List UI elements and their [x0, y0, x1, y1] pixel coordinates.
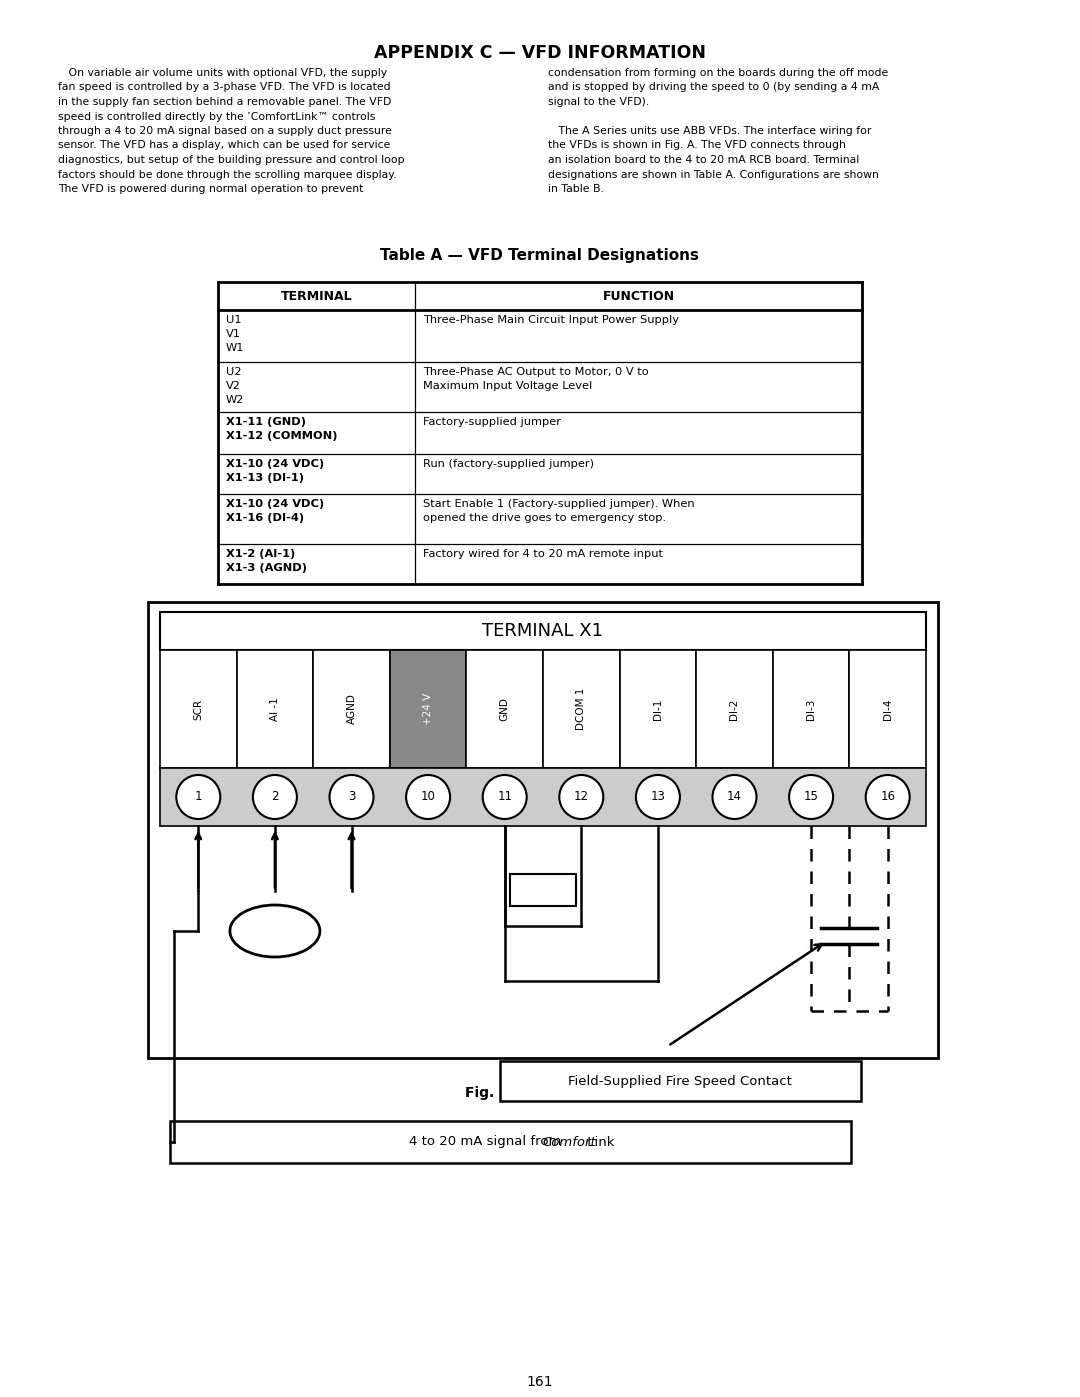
Text: designations are shown in Table A. Configurations are shown: designations are shown in Table A. Confi… — [548, 169, 879, 179]
Bar — [237, 650, 313, 768]
Bar — [160, 768, 926, 826]
Circle shape — [253, 775, 297, 819]
Circle shape — [713, 775, 756, 819]
Text: through a 4 to 20 mA signal based on a supply duct pressure: through a 4 to 20 mA signal based on a s… — [58, 126, 392, 136]
Text: signal to the VFD).: signal to the VFD). — [548, 96, 649, 108]
Text: Start Enable 1 (Factory-supplied jumper). When
opened the drive goes to emergenc: Start Enable 1 (Factory-supplied jumper)… — [423, 499, 694, 522]
Text: in the supply fan section behind a removable panel. The VFD: in the supply fan section behind a remov… — [58, 96, 391, 108]
Circle shape — [866, 775, 909, 819]
Text: 13: 13 — [650, 791, 665, 803]
Text: Three-Phase AC Output to Motor, 0 V to
Maximum Input Voltage Level: Three-Phase AC Output to Motor, 0 V to M… — [423, 367, 649, 391]
Text: 16: 16 — [880, 791, 895, 803]
Text: diagnostics, but setup of the building pressure and control loop: diagnostics, but setup of the building p… — [58, 155, 405, 165]
Text: The A Series units use ABB VFDs. The interface wiring for: The A Series units use ABB VFDs. The int… — [548, 126, 872, 136]
Text: 3: 3 — [348, 791, 355, 803]
Text: 4 to 20 mA signal from: 4 to 20 mA signal from — [409, 1136, 566, 1148]
Bar — [390, 650, 467, 768]
Text: and is stopped by driving the speed to 0 (by sending a 4 mA: and is stopped by driving the speed to 0… — [548, 82, 879, 92]
Text: Three-Phase Main Circuit Input Power Supply: Three-Phase Main Circuit Input Power Sup… — [423, 314, 679, 326]
Bar — [148, 602, 939, 1058]
Text: DCOM 1: DCOM 1 — [577, 687, 586, 731]
Circle shape — [406, 775, 450, 819]
Bar — [620, 650, 697, 768]
Text: DI-4: DI-4 — [882, 698, 893, 719]
Text: Factory-supplied jumper: Factory-supplied jumper — [423, 416, 561, 427]
Text: The VFD is powered during normal operation to prevent: The VFD is powered during normal operati… — [58, 184, 363, 194]
Bar — [510, 875, 577, 907]
Text: On variable air volume units with optional VFD, the supply: On variable air volume units with option… — [58, 68, 387, 78]
Text: TERMINAL: TERMINAL — [281, 289, 352, 303]
Text: sensor. The VFD has a display, which can be used for service: sensor. The VFD has a display, which can… — [58, 141, 390, 151]
Text: 12: 12 — [573, 791, 589, 803]
Text: in Table B.: in Table B. — [548, 184, 604, 194]
Text: the VFDs is shown in Fig. A. The VFD connects through: the VFDs is shown in Fig. A. The VFD con… — [548, 141, 846, 151]
Bar — [697, 650, 773, 768]
Text: +24 V: +24 V — [423, 693, 433, 725]
Circle shape — [559, 775, 604, 819]
Bar — [160, 612, 926, 650]
Bar — [170, 1120, 851, 1162]
Text: DI-3: DI-3 — [806, 698, 816, 719]
Text: 14: 14 — [727, 791, 742, 803]
Text: speed is controlled directly by the ’ComfortLink™ controls: speed is controlled directly by the ’Com… — [58, 112, 376, 122]
Text: SCR: SCR — [193, 698, 203, 719]
Text: factors should be done through the scrolling marquee display.: factors should be done through the scrol… — [58, 169, 396, 179]
Text: TERMINAL X1: TERMINAL X1 — [483, 622, 604, 640]
Text: AI -1: AI -1 — [270, 697, 280, 721]
Text: 2: 2 — [271, 791, 279, 803]
Text: 10: 10 — [421, 791, 435, 803]
Text: 15: 15 — [804, 791, 819, 803]
Text: GND: GND — [500, 697, 510, 721]
Text: Table A — VFD Terminal Designations: Table A — VFD Terminal Designations — [380, 249, 700, 263]
Text: 1: 1 — [194, 791, 202, 803]
Text: X1-10 (24 VDC)
X1-13 (DI-1): X1-10 (24 VDC) X1-13 (DI-1) — [226, 460, 324, 483]
Text: DI-2: DI-2 — [729, 698, 740, 719]
Text: FUNCTION: FUNCTION — [603, 289, 675, 303]
Circle shape — [789, 775, 833, 819]
Text: DI-1: DI-1 — [653, 698, 663, 719]
Text: AGND: AGND — [347, 693, 356, 725]
Text: Comfort: Comfort — [542, 1136, 596, 1148]
Circle shape — [636, 775, 680, 819]
Text: an isolation board to the 4 to 20 mA RCB board. Terminal: an isolation board to the 4 to 20 mA RCB… — [548, 155, 860, 165]
Text: X1-11 (GND)
X1-12 (COMMON): X1-11 (GND) X1-12 (COMMON) — [226, 416, 337, 441]
Text: APPENDIX C — VFD INFORMATION: APPENDIX C — VFD INFORMATION — [374, 43, 706, 61]
Text: 161: 161 — [527, 1375, 553, 1389]
Text: Field-Supplied Fire Speed Contact: Field-Supplied Fire Speed Contact — [568, 1074, 793, 1087]
Bar — [543, 650, 620, 768]
Circle shape — [329, 775, 374, 819]
Bar — [849, 650, 926, 768]
Text: 11: 11 — [497, 791, 512, 803]
Text: X1-2 (AI-1)
X1-3 (AGND): X1-2 (AI-1) X1-3 (AGND) — [226, 549, 307, 573]
Bar — [500, 1060, 861, 1101]
Text: U2
V2
W2: U2 V2 W2 — [226, 367, 244, 405]
Circle shape — [483, 775, 527, 819]
Text: condensation from forming on the boards during the off mode: condensation from forming on the boards … — [548, 68, 888, 78]
Bar — [160, 650, 237, 768]
Text: fan speed is controlled by a 3-phase VFD. The VFD is located: fan speed is controlled by a 3-phase VFD… — [58, 82, 391, 92]
Bar — [773, 650, 849, 768]
Text: X1-10 (24 VDC)
X1-16 (DI-4): X1-10 (24 VDC) X1-16 (DI-4) — [226, 499, 324, 522]
Ellipse shape — [230, 905, 320, 957]
Text: Link: Link — [583, 1136, 615, 1148]
Text: U1
V1
W1: U1 V1 W1 — [226, 314, 244, 353]
Bar — [467, 650, 543, 768]
Text: Factory wired for 4 to 20 mA remote input: Factory wired for 4 to 20 mA remote inpu… — [423, 549, 663, 559]
Text: Fig. A — VFD Wiring: Fig. A — VFD Wiring — [464, 1085, 621, 1099]
Text: Run (factory-supplied jumper): Run (factory-supplied jumper) — [423, 460, 594, 469]
Bar — [313, 650, 390, 768]
Circle shape — [176, 775, 220, 819]
